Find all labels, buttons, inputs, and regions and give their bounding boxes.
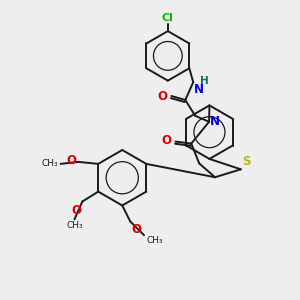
Text: O: O bbox=[158, 89, 167, 103]
Text: O: O bbox=[161, 134, 172, 147]
Text: O: O bbox=[71, 203, 81, 217]
Text: O: O bbox=[131, 223, 141, 236]
Text: CH₃: CH₃ bbox=[66, 221, 83, 230]
Text: Cl: Cl bbox=[162, 13, 174, 23]
Text: S: S bbox=[242, 155, 250, 168]
Text: N: N bbox=[210, 115, 220, 128]
Text: O: O bbox=[66, 154, 76, 167]
Text: CH₃: CH₃ bbox=[146, 236, 163, 245]
Text: CH₃: CH₃ bbox=[42, 159, 58, 168]
Text: N: N bbox=[194, 83, 204, 96]
Text: H: H bbox=[200, 76, 209, 86]
